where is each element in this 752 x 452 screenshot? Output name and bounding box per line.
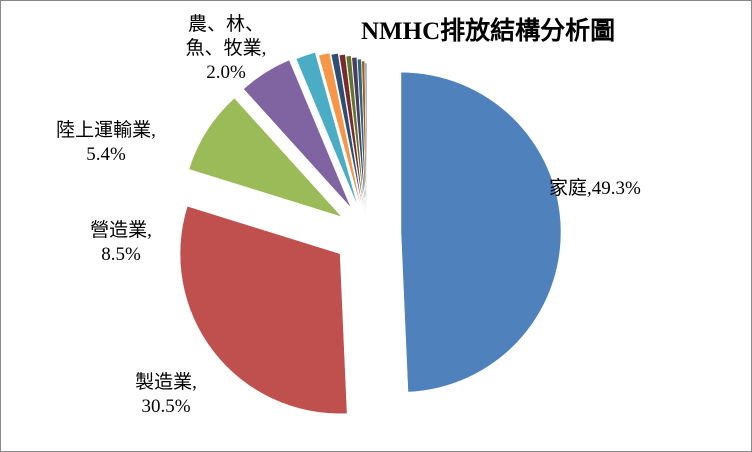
pie-slice	[295, 52, 359, 207]
data-label: 製造業 30.5%	[111, 371, 221, 419]
pie-slice	[330, 53, 364, 212]
pie-slice	[179, 205, 348, 414]
category-label: 家庭	[549, 178, 592, 199]
data-label: 陸上運輸業 5.4%	[21, 119, 191, 167]
value-label: 5.4%	[86, 144, 126, 165]
data-label: 農、林、魚、牧業 2.0%	[171, 13, 281, 85]
pie-slice	[351, 57, 367, 218]
value-label: 8.5%	[101, 244, 141, 265]
pie-slice	[345, 55, 366, 216]
category-label: 製造業	[135, 372, 197, 393]
pie-slice	[243, 59, 352, 208]
pie-slice	[188, 97, 343, 218]
data-label: 營造業 8.5%	[71, 219, 171, 267]
pie-slice	[318, 52, 362, 210]
value-label: 30.5%	[141, 396, 191, 417]
value-label: 2.0%	[206, 62, 246, 83]
pie-slice	[338, 54, 365, 214]
pie-slice	[400, 72, 562, 393]
pie-slice	[361, 60, 367, 222]
category-label: 營造業	[90, 220, 152, 241]
chart-title: NMHC排放結構分析圖	[361, 18, 616, 45]
pie-slice	[364, 62, 368, 224]
data-label: 家庭49.3%	[549, 177, 749, 201]
category-label: 陸上運輸業	[56, 120, 156, 141]
pie-slice	[357, 58, 367, 220]
value-label: 49.3%	[591, 178, 641, 199]
category-label: 農、林、魚、牧業	[186, 14, 267, 59]
